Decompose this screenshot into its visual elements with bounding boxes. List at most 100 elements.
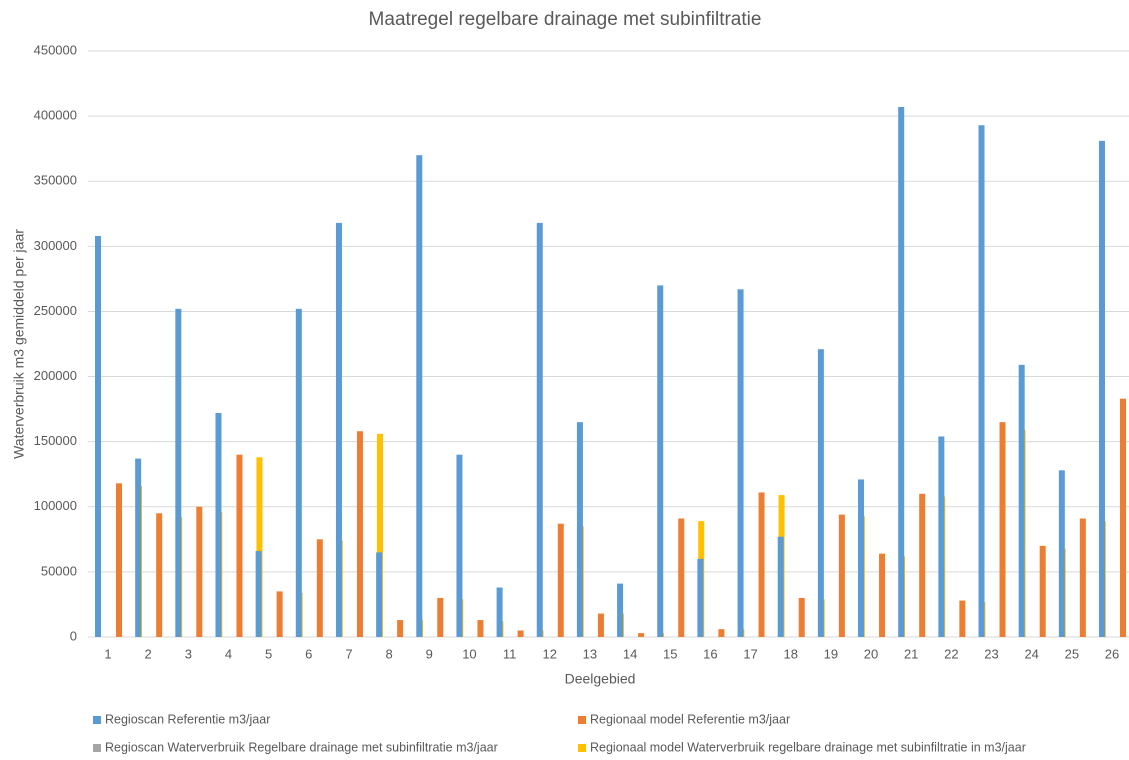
bar: [356, 431, 363, 637]
bar: [858, 479, 865, 637]
bar: [116, 483, 122, 637]
legend-swatch: [93, 744, 101, 752]
bar: [456, 454, 463, 637]
bar: [798, 597, 805, 637]
bar: [919, 493, 926, 637]
bar: [1039, 545, 1046, 637]
bar: [879, 553, 886, 637]
bar: [959, 600, 966, 637]
bar: [255, 551, 262, 637]
bar: [737, 289, 744, 637]
bar: [678, 518, 685, 637]
x-tick-label: 22: [944, 646, 958, 661]
y-tick-label: 400000: [34, 108, 77, 123]
bar: [477, 620, 484, 637]
x-tick-label: 5: [265, 646, 272, 661]
bar: [718, 629, 725, 637]
bar: [777, 536, 784, 637]
x-tick-label: 12: [543, 646, 557, 661]
chart-title: Maatregel regelbare drainage met subinfi…: [369, 9, 762, 30]
y-tick-label: 300000: [34, 238, 77, 253]
bar: [938, 436, 945, 637]
bar: [376, 552, 383, 637]
bar: [557, 523, 564, 637]
legend-label: Regioscan Waterverbruik Regelbare draina…: [105, 740, 498, 754]
x-tick-label: 6: [305, 646, 312, 661]
bar: [335, 222, 342, 638]
x-tick-label: 23: [984, 646, 998, 661]
x-tick-label: 7: [345, 646, 352, 661]
bar: [536, 222, 543, 638]
bar: [256, 457, 263, 637]
bar: [758, 492, 765, 637]
bar: [697, 558, 704, 637]
bar: [1058, 470, 1065, 637]
bar: [617, 583, 624, 637]
bar: [437, 597, 444, 637]
legend-label: Regioscan Referentie m3/jaar: [105, 712, 270, 726]
x-tick-label: 26: [1105, 646, 1119, 661]
bar: [597, 613, 604, 637]
x-tick-label: 14: [623, 646, 637, 661]
bar: [276, 591, 283, 637]
bar: [135, 458, 142, 637]
bar: [496, 587, 503, 637]
y-tick-label: 0: [70, 628, 77, 643]
x-tick-label: 24: [1024, 646, 1038, 661]
x-tick-label: 16: [703, 646, 717, 661]
y-tick-label: 50000: [41, 563, 77, 578]
bar: [576, 422, 583, 637]
bar: [175, 308, 182, 637]
bar: [838, 514, 845, 637]
bar: [295, 308, 302, 637]
bar: [638, 633, 645, 637]
x-tick-label: 1: [104, 646, 111, 661]
bar: [397, 620, 404, 637]
y-tick-label: 150000: [34, 433, 77, 448]
bar: [236, 454, 243, 637]
legend-swatch: [93, 716, 101, 724]
y-tick-label: 250000: [34, 303, 77, 318]
x-tick-label: 19: [824, 646, 838, 661]
x-tick-label: 10: [462, 646, 476, 661]
x-tick-label: 4: [225, 646, 232, 661]
bar: [196, 506, 203, 637]
bar: [316, 539, 323, 637]
bar: [817, 349, 824, 637]
bar: [517, 630, 524, 637]
bar: [657, 285, 664, 637]
y-axis-title: Waterverbruik m3 gemiddeld per jaar: [11, 229, 27, 459]
bar: [156, 513, 163, 637]
x-tick-label: 20: [864, 646, 878, 661]
bar: [978, 125, 985, 637]
x-tick-label: 17: [743, 646, 757, 661]
y-tick-label: 350000: [34, 173, 77, 188]
x-tick-label: 3: [185, 646, 192, 661]
bar: [95, 235, 101, 637]
legend-label: Regionaal model Referentie m3/jaar: [590, 712, 790, 726]
x-tick-label: 15: [663, 646, 677, 661]
x-tick-label: 8: [386, 646, 393, 661]
legend-label: Regionaal model Waterverbruik regelbare …: [590, 740, 1026, 754]
x-tick-label: 21: [904, 646, 918, 661]
x-tick-label: 11: [503, 646, 517, 661]
bar: [215, 413, 222, 637]
y-tick-label: 200000: [34, 368, 77, 383]
legend-swatch: [578, 744, 586, 752]
bar: [1099, 140, 1105, 637]
bar: [898, 106, 905, 638]
bar: [376, 433, 383, 637]
bar: [416, 155, 423, 637]
x-tick-label: 2: [145, 646, 152, 661]
legend-swatch: [578, 716, 586, 724]
x-tick-label: 18: [783, 646, 797, 661]
x-axis-title: Deelgebied: [565, 671, 636, 687]
bar: [999, 422, 1006, 637]
bar: [1079, 518, 1086, 637]
x-tick-label: 9: [426, 646, 433, 661]
x-tick-label: 13: [583, 646, 597, 661]
y-tick-label: 450000: [34, 42, 77, 57]
x-tick-label: 25: [1065, 646, 1079, 661]
bar: [1120, 398, 1126, 637]
